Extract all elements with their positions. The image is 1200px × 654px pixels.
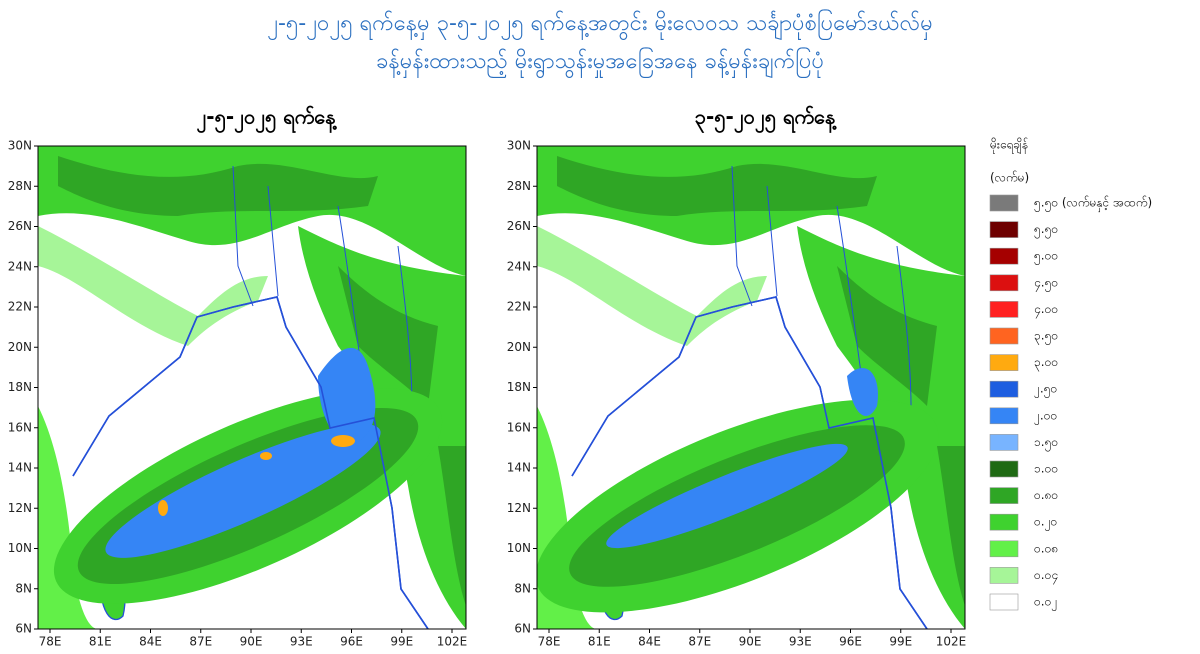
legend-label: ၀.၀၈: [1034, 541, 1058, 555]
legend-swatch: [989, 513, 1019, 531]
lat-label: 24N: [8, 259, 32, 273]
lon-label: 78E: [39, 635, 62, 649]
lon-label: 96E: [340, 635, 363, 649]
legend-title: မိုးရေချိန်: [990, 137, 1028, 155]
legend-swatch: [989, 460, 1019, 478]
legend-label: ၅.၀၀: [1034, 249, 1058, 266]
legend-label: ၀.၀၂: [1034, 595, 1057, 612]
legend-swatch: [989, 487, 1019, 504]
lat-label: 28N: [8, 179, 32, 193]
legend-swatch: [989, 407, 1019, 425]
lon-label: 90E: [240, 635, 263, 649]
panel-title: ၂-၅-၂၀၂၅ ရက်နေ့: [196, 105, 337, 134]
lat-label: 30N: [8, 139, 32, 153]
lat-label: 10N: [8, 541, 32, 555]
legend-swatch: [989, 301, 1019, 318]
lat-label: 28N: [507, 179, 531, 193]
lat-label: 18N: [507, 380, 531, 394]
lon-label: 99E: [889, 635, 912, 649]
map-panel: [536, 145, 966, 630]
legend-label: ၁.၀၀: [1034, 462, 1058, 476]
map-panel: [37, 145, 467, 630]
lat-label: 22N: [507, 300, 531, 314]
legend-swatch: [989, 274, 1019, 292]
legend-swatch: [989, 247, 1019, 265]
lat-label: 26N: [507, 219, 531, 233]
lon-label: 78E: [538, 635, 561, 649]
lon-label: 81E: [89, 635, 112, 649]
lat-label: 16N: [8, 420, 32, 434]
lon-label: 102E: [437, 635, 468, 649]
legend-swatch: [989, 327, 1019, 345]
lon-label: 96E: [839, 635, 862, 649]
lat-label: 14N: [507, 461, 531, 475]
lat-label: 12N: [507, 501, 531, 515]
title-line: ခန့်မှန်းထားသည့် မိုးရွာသွန်းမှုအခြေအနေ …: [376, 47, 824, 79]
legend-label: ၄.၀၀: [1034, 302, 1058, 319]
lon-label: 90E: [739, 635, 762, 649]
legend-label: ၄.၅၀: [1034, 275, 1058, 292]
lat-label: 6N: [514, 622, 531, 636]
legend-label: ၃.၅၀: [1034, 329, 1058, 346]
legend-unit: (လက်မ): [990, 170, 1029, 185]
legend-swatch: [989, 380, 1019, 398]
lat-label: 20N: [507, 340, 531, 354]
lat-label: 20N: [8, 340, 32, 354]
lat-label: 24N: [507, 259, 531, 273]
lat-label: 6N: [15, 622, 32, 636]
legend-swatch: [989, 593, 1019, 611]
legend-swatch: [989, 221, 1019, 238]
legend-label: ၂.၀၀: [1034, 408, 1057, 425]
legend-label: ၁.၅၀: [1034, 435, 1058, 452]
panel-title: ၃-၅-၂၀၂၅ ရက်နေ့: [695, 105, 837, 134]
lon-label: 84E: [638, 635, 661, 649]
lon-label: 99E: [390, 635, 413, 649]
lat-label: 18N: [8, 380, 32, 394]
legend-swatch: [989, 354, 1019, 371]
lat-label: 22N: [8, 300, 32, 314]
legend-swatch: [989, 540, 1019, 558]
legend-label: ၂.၅၀: [1034, 382, 1057, 399]
legend-label: ၅.၅၀ (လက်မနှင့် အထက်): [1034, 195, 1152, 213]
legend-swatch: [989, 434, 1019, 451]
legend-label: ၀.၈၀: [1034, 488, 1058, 502]
lon-label: 87E: [189, 635, 212, 649]
legend-swatch: [989, 194, 1019, 212]
lat-label: 14N: [8, 461, 32, 475]
lat-label: 8N: [514, 581, 531, 595]
lat-label: 30N: [507, 139, 531, 153]
legend-label: ၅.၅၀: [1034, 222, 1058, 239]
lat-label: 16N: [507, 420, 531, 434]
lat-label: 12N: [8, 501, 32, 515]
lon-label: 87E: [688, 635, 711, 649]
lat-label: 26N: [8, 219, 32, 233]
lat-label: 8N: [15, 581, 32, 595]
title-line: ၂-၅-၂၀၂၅ ရက်နေ့မှ ၃-၅-၂၀၂၅ ရက်နေ့အတွင်း …: [267, 9, 933, 41]
lon-label: 93E: [290, 635, 313, 649]
legend-label: ၃.၀၀: [1034, 355, 1058, 372]
legend-swatch: [989, 567, 1019, 584]
legend-label: ၀.၂၀: [1034, 515, 1057, 532]
lon-label: 81E: [588, 635, 611, 649]
lon-label: 102E: [936, 635, 967, 649]
lat-label: 10N: [507, 541, 531, 555]
lon-label: 84E: [139, 635, 162, 649]
legend-label: ၀.၀၄: [1034, 568, 1058, 585]
lon-label: 93E: [789, 635, 812, 649]
